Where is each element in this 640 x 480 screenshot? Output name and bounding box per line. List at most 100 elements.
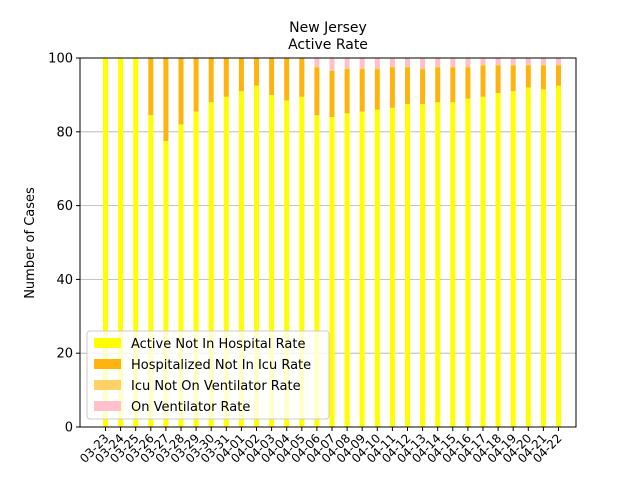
bar-segment-1 xyxy=(359,69,365,112)
bar-segment-1 xyxy=(374,69,380,110)
bar-segment-0 xyxy=(193,111,199,427)
bar-segment-0 xyxy=(223,96,229,428)
bar-segment-2 xyxy=(405,66,410,68)
y-tick-label: 80 xyxy=(56,125,73,140)
bar-segment-1 xyxy=(344,69,350,114)
legend-swatch xyxy=(94,380,121,390)
bar-segment-1 xyxy=(148,58,154,116)
bar-segment-3 xyxy=(329,58,335,70)
bar-segment-1 xyxy=(163,58,169,142)
bar-segment-0 xyxy=(480,96,486,428)
bar-segment-1 xyxy=(314,67,320,116)
bar-segment-1 xyxy=(465,67,471,99)
bar-segment-2 xyxy=(314,66,320,68)
bar-segment-2 xyxy=(540,64,546,66)
bar-segment-2 xyxy=(374,67,380,70)
bar-segment-2 xyxy=(480,64,486,66)
bar-segment-0 xyxy=(525,87,531,428)
bar-segment-3 xyxy=(556,58,561,65)
bar-segment-3 xyxy=(540,58,546,65)
bar-segment-1 xyxy=(223,58,229,97)
bar-segment-2 xyxy=(495,64,501,66)
bar-segment-0 xyxy=(148,115,154,427)
y-ticks: 0 20 40 60 80 100 xyxy=(48,52,80,436)
bar-segment-0 xyxy=(435,102,441,427)
bar-segment-2 xyxy=(556,64,561,66)
bar-segment-0 xyxy=(238,91,244,428)
bar-segment-2 xyxy=(359,67,365,70)
bar-segment-0 xyxy=(133,58,139,427)
bar-segment-0 xyxy=(344,113,350,427)
bar-segment-1 xyxy=(420,69,426,105)
grid xyxy=(80,131,576,354)
bar-segment-0 xyxy=(405,104,410,427)
bar-segment-3 xyxy=(450,58,456,67)
bar-segment-3 xyxy=(510,58,516,65)
bar-segment-1 xyxy=(269,58,275,95)
bar-segment-2 xyxy=(435,66,441,68)
bar-segment-3 xyxy=(480,58,486,65)
legend: Active Not In Hospital Rate Hospitalized … xyxy=(86,330,330,420)
bar-segment-1 xyxy=(450,67,456,103)
bar-segment-1 xyxy=(480,65,486,97)
bar-segment-1 xyxy=(238,58,244,92)
bar-segment-0 xyxy=(389,107,395,427)
bar-segment-1 xyxy=(435,67,441,103)
bar-segment-0 xyxy=(299,96,305,428)
bar-segment-1 xyxy=(284,58,290,101)
bar-segment-3 xyxy=(525,58,531,65)
bar-segment-0 xyxy=(254,85,259,428)
bar-segment-0 xyxy=(465,98,471,427)
bar-segment-1 xyxy=(405,67,410,105)
bar-segment-1 xyxy=(193,58,199,112)
bar-segment-3 xyxy=(314,58,320,67)
bar-segment-1 xyxy=(495,65,501,94)
bar-segment-3 xyxy=(495,58,501,65)
plot-frame xyxy=(79,57,577,428)
legend-swatch xyxy=(94,401,121,411)
bar-segment-2 xyxy=(329,69,335,71)
bar-segment-1 xyxy=(254,58,259,86)
bar-segment-0 xyxy=(374,109,380,427)
bar-segment-2 xyxy=(344,67,350,70)
bar-segment-1 xyxy=(510,65,516,92)
bars xyxy=(103,58,561,428)
bar-segment-3 xyxy=(359,58,365,68)
bar-segment-0 xyxy=(269,94,275,428)
bar-segment-2 xyxy=(389,66,395,68)
bar-segment-3 xyxy=(389,58,395,67)
bar-segment-0 xyxy=(103,58,108,427)
bar-segment-3 xyxy=(420,58,426,68)
bar-segment-1 xyxy=(556,65,561,86)
bar-segment-0 xyxy=(208,102,214,427)
chart-subtitle: Active Rate xyxy=(288,37,368,53)
y-tick-label: 0 xyxy=(65,421,73,436)
x-ticks: 03-2303-2403-2503-2603-2703-2803-2903-30… xyxy=(77,427,565,466)
legend-label: On Ventilator Rate xyxy=(131,400,250,415)
bar-segment-1 xyxy=(178,58,184,125)
y-tick-label: 40 xyxy=(56,273,73,288)
chart-title: New Jersey xyxy=(289,20,367,36)
bar-segment-0 xyxy=(420,104,426,427)
bar-segment-3 xyxy=(435,58,441,67)
bar-segment-0 xyxy=(163,141,169,427)
bar-segment-3 xyxy=(344,58,350,68)
legend-label: Icu Not On Ventilator Rate xyxy=(131,379,301,394)
bar-segment-0 xyxy=(118,58,124,427)
y-tick-label: 60 xyxy=(56,199,73,214)
bar-segment-2 xyxy=(450,66,456,68)
bar-segment-1 xyxy=(389,67,395,108)
bar-segment-0 xyxy=(178,124,184,428)
bar-segment-0 xyxy=(329,117,335,427)
bar-segment-2 xyxy=(420,67,426,70)
bar-segment-0 xyxy=(314,115,320,427)
bar-segment-0 xyxy=(495,93,501,428)
bar-segment-2 xyxy=(510,64,516,66)
bar-segment-3 xyxy=(374,58,380,68)
bar-segment-2 xyxy=(525,64,531,66)
bar-segment-3 xyxy=(465,58,471,67)
bar-segment-1 xyxy=(525,65,531,88)
legend-label: Active Not In Hospital Rate xyxy=(131,337,305,352)
bar-segment-3 xyxy=(405,58,410,67)
